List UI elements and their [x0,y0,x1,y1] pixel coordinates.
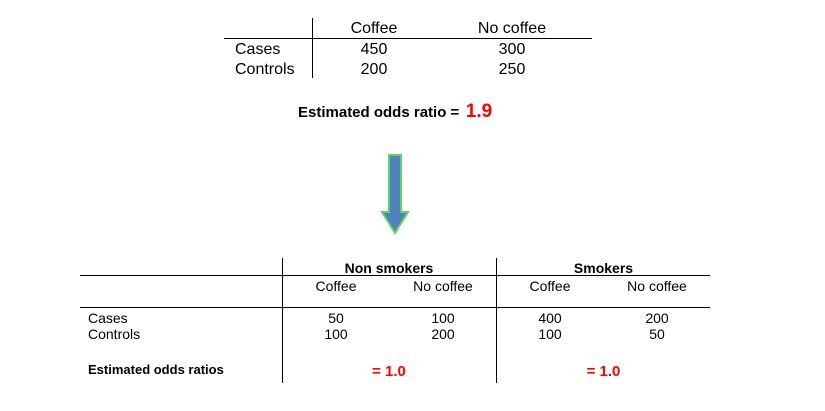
strat-col-header-coffee: Coffee [529,278,571,294]
crude-cell: 250 [498,61,526,78]
strat-col-header-no-coffee: No coffee [627,278,687,294]
strat-cell: 400 [538,310,562,326]
crude-cell: 200 [360,61,388,78]
strat-cell: 100 [538,326,562,342]
strat-col-header-no-coffee: No coffee [413,278,473,294]
strat-col-header-coffee: Coffee [315,278,357,294]
strat-group-smokers: Smokers [573,260,634,276]
strat-odds-value-non-smokers: = 1.0 [372,363,406,380]
down-arrow-icon [380,154,410,235]
strat-cell: 100 [431,310,455,326]
strat-row-label-cases: Cases [88,310,128,326]
strat-odds-value-smokers: = 1.0 [586,363,621,380]
crude-row-divider [312,18,313,78]
strat-cell: 50 [649,326,665,342]
crude-cell: 300 [498,41,526,58]
strat-group-non-smokers: Non smokers [344,260,434,276]
crude-odds-value: 1.9 [465,101,493,122]
strat-cell: 50 [328,310,344,326]
crude-col-header-no-coffee: No coffee [477,20,547,37]
crude-odds-ratio: Estimated odds ratio = 1.9 [298,101,492,123]
strat-odds-label: Estimated odds ratios [88,362,224,377]
strat-cell: 200 [645,310,669,326]
strat-divider-left [282,258,283,383]
strat-cell: 200 [431,326,455,342]
strat-header-rule [80,307,710,308]
crude-header-rule [224,38,592,39]
strat-group-rule [80,275,710,276]
crude-odds-label: Estimated odds ratio = [298,104,460,121]
crude-row-label-controls: Controls [235,61,295,78]
crude-col-header-coffee: Coffee [350,20,398,37]
strat-row-label-controls: Controls [88,326,141,342]
crude-cell: 450 [360,41,388,58]
strat-divider-mid [496,258,497,383]
strat-cell: 100 [324,326,348,342]
crude-row-label-cases: Cases [235,41,281,58]
